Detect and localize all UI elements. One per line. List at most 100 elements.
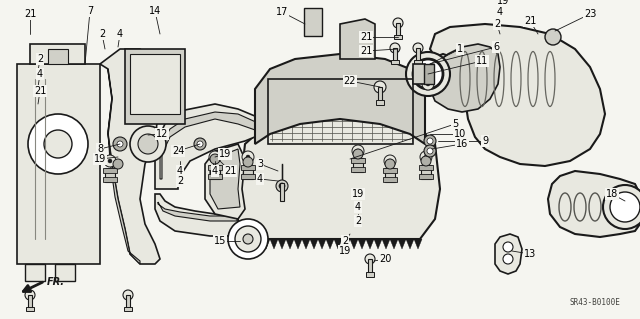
Text: 4: 4 [37,69,43,79]
Polygon shape [358,239,366,249]
Bar [304,8,322,36]
Text: 22: 22 [344,76,356,86]
Bar [280,183,284,201]
Circle shape [113,159,123,169]
Text: 2: 2 [177,176,183,186]
Polygon shape [25,264,45,281]
Polygon shape [430,24,605,166]
Circle shape [194,138,206,150]
Polygon shape [278,239,286,249]
Polygon shape [158,202,237,221]
Polygon shape [255,54,425,144]
Bar [383,168,397,173]
Bar [396,23,400,37]
Polygon shape [334,239,342,249]
Bar [28,295,32,309]
Bar [419,165,433,170]
Circle shape [243,234,253,244]
Text: 19: 19 [352,189,364,199]
Polygon shape [55,264,75,281]
Text: 18: 18 [606,189,618,199]
Text: 5: 5 [452,119,458,129]
Bar [421,165,431,179]
Bar [125,49,185,124]
Polygon shape [30,44,85,64]
Circle shape [213,155,217,159]
Circle shape [209,151,221,163]
Circle shape [44,130,72,158]
Polygon shape [430,44,500,112]
Circle shape [503,242,513,252]
Bar [124,307,132,311]
Circle shape [108,159,112,163]
Text: 3: 3 [257,159,263,169]
Bar [393,48,397,62]
Bar [103,168,117,173]
Bar [208,165,222,170]
Text: SR43-B0100E: SR43-B0100E [570,298,621,307]
Circle shape [228,219,268,259]
Polygon shape [390,239,398,249]
Bar [416,48,420,62]
Polygon shape [382,239,390,249]
Text: 19: 19 [94,154,106,164]
Text: 24: 24 [172,146,184,156]
Text: 19: 19 [219,149,231,159]
Bar [424,64,434,84]
Circle shape [388,159,392,163]
Circle shape [610,192,640,222]
Bar [383,177,397,182]
Circle shape [424,145,436,157]
Text: 4: 4 [497,7,503,17]
Polygon shape [366,239,374,249]
Text: 6: 6 [493,42,499,52]
Bar [130,54,180,114]
Circle shape [117,141,123,147]
Text: 8: 8 [97,144,103,154]
Polygon shape [17,64,100,264]
Circle shape [420,151,432,163]
Text: 1: 1 [457,44,463,54]
Circle shape [235,226,261,252]
Circle shape [279,183,285,189]
Circle shape [384,155,396,167]
Bar [394,35,402,39]
Bar [385,168,395,182]
Text: 21: 21 [524,16,536,26]
Polygon shape [342,239,350,249]
Text: 14: 14 [149,6,161,16]
Bar [26,307,34,311]
Text: 15: 15 [214,236,226,246]
Text: 4: 4 [355,202,361,212]
Circle shape [353,149,363,159]
Text: 19: 19 [497,0,509,6]
Circle shape [242,151,254,163]
Circle shape [421,156,431,166]
Circle shape [385,159,395,169]
Text: 12: 12 [156,129,168,139]
Circle shape [28,114,88,174]
Circle shape [427,138,433,144]
Text: 2: 2 [494,19,500,29]
Bar [368,259,372,273]
Polygon shape [318,239,326,249]
Text: 10: 10 [454,129,466,139]
Circle shape [424,135,436,147]
Circle shape [374,81,386,93]
Circle shape [426,82,430,86]
Text: 17: 17 [276,7,288,17]
Polygon shape [340,19,375,59]
Text: 21: 21 [360,32,372,42]
Polygon shape [374,239,382,249]
Circle shape [390,43,400,53]
Polygon shape [155,194,238,236]
Text: 23: 23 [584,9,596,19]
Text: 9: 9 [482,136,488,146]
Circle shape [104,155,116,167]
Circle shape [413,43,423,53]
Circle shape [413,59,443,89]
Text: 2: 2 [37,54,43,64]
Text: 21: 21 [34,86,46,96]
Circle shape [356,149,360,153]
Polygon shape [155,104,262,189]
